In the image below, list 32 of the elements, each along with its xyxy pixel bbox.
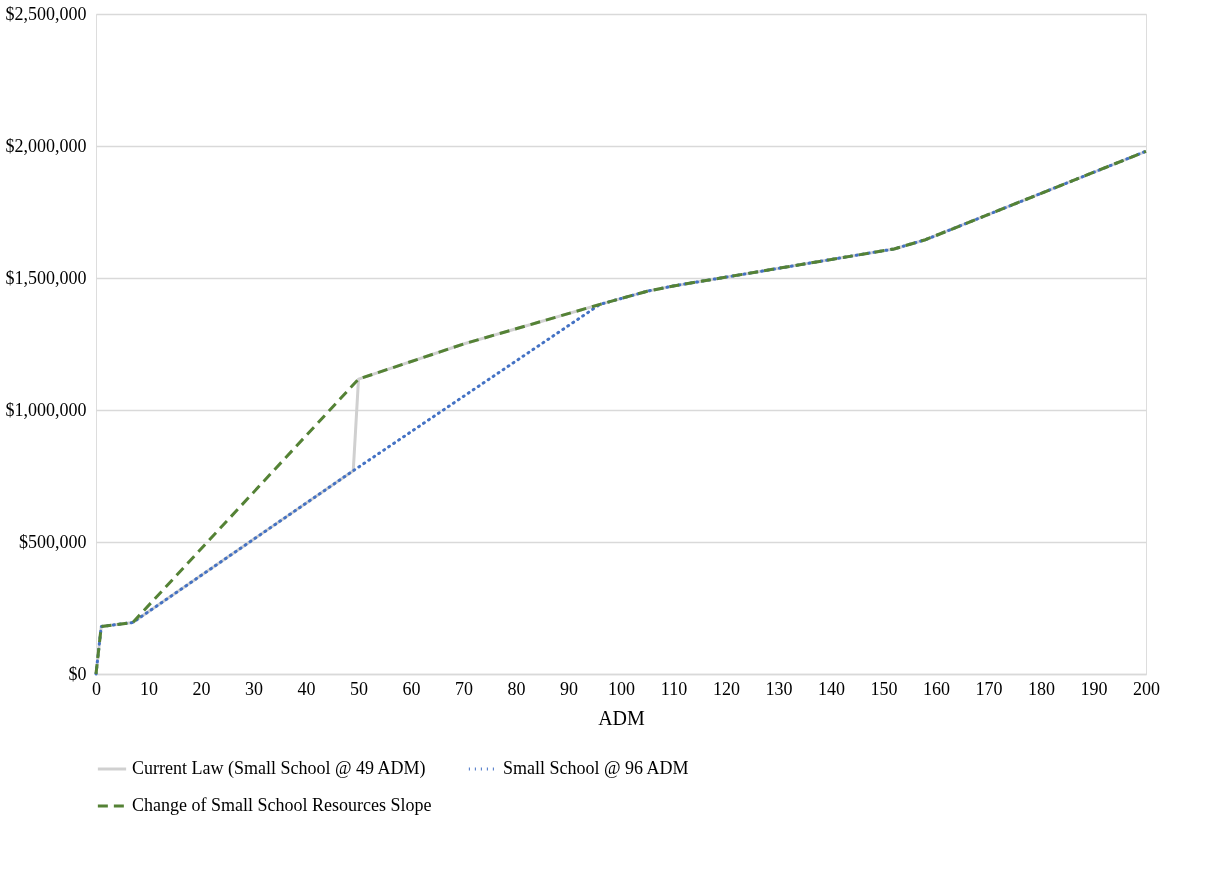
x-tick-label: 20	[192, 678, 211, 699]
x-tick-label: 50	[350, 678, 368, 699]
x-tick-label: 90	[560, 678, 578, 699]
legend-label: Current Law (Small School @ 49 ADM)	[132, 758, 426, 779]
line-series	[94, 149, 1148, 676]
y-tick-label: $0	[68, 663, 87, 684]
y-tick-label: $1,500,000	[5, 267, 87, 288]
x-tick-label: 200	[1133, 678, 1160, 699]
x-tick-label: 80	[507, 678, 526, 699]
x-tick-label: 160	[923, 678, 950, 699]
x-tick-label: 190	[1080, 678, 1108, 699]
x-tick-label: 100	[608, 678, 635, 699]
x-tick-label: 170	[975, 678, 1003, 699]
y-tick-label: $2,000,000	[5, 135, 87, 156]
x-tick-label: 120	[713, 678, 740, 699]
x-tick-label: 150	[870, 678, 898, 699]
x-tick-label: 30	[245, 678, 263, 699]
x-tick-label: 40	[297, 678, 316, 699]
x-tick-label: 110	[660, 678, 688, 699]
x-tick-label: 60	[402, 678, 421, 699]
y-tick-label: $1,000,000	[5, 399, 87, 420]
legend-label: Change of Small School Resources Slope	[132, 795, 432, 815]
x-tick-label: 180	[1028, 678, 1055, 699]
legend-label: Small School @ 96 ADM	[503, 758, 689, 778]
y-tick-label: $2,500,000	[5, 3, 87, 24]
x-tick-label: 10	[140, 678, 158, 699]
y-tick-label: $500,000	[19, 531, 87, 552]
x-tick-label: 0	[92, 678, 101, 699]
x-axis-title: ADM	[598, 706, 646, 729]
x-tick-label: 140	[818, 678, 845, 699]
x-tick-label: 70	[455, 678, 473, 699]
x-tick-label: 130	[765, 678, 793, 699]
